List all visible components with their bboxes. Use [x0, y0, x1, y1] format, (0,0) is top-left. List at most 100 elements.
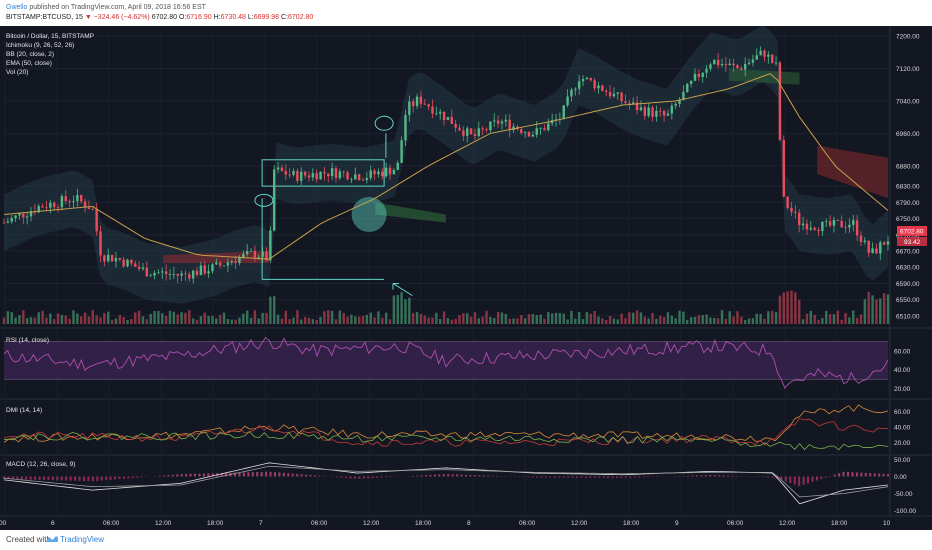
author-link[interactable]: Gwello — [6, 4, 28, 11]
chart-canvas[interactable]: 7200.007120.007040.006960.006880.006830.… — [0, 26, 932, 530]
candle-body — [740, 68, 743, 70]
macd-histogram-bar — [74, 476, 77, 481]
volume-bar — [782, 292, 785, 324]
candle-body — [230, 261, 233, 263]
candle-body — [840, 220, 843, 228]
volume-bar — [161, 313, 164, 324]
volume-bar — [458, 315, 461, 324]
tradingview-brand[interactable]: TradingView — [60, 535, 105, 544]
macd-histogram-bar — [91, 476, 94, 482]
volume-bar — [230, 319, 233, 324]
candle-body — [713, 60, 716, 65]
macd-histogram-bar — [7, 476, 10, 479]
volume-bar — [705, 314, 708, 324]
chart-background — [0, 26, 932, 530]
candle-body — [531, 134, 535, 137]
volume-bar — [674, 318, 677, 324]
candle-body — [585, 77, 589, 80]
candle-body — [882, 242, 886, 245]
volume-bar — [662, 317, 666, 324]
volume-bar — [176, 314, 179, 324]
candle-body — [357, 174, 361, 180]
candle-body — [581, 79, 585, 82]
volume-bar — [207, 316, 210, 324]
volume-bar — [280, 318, 284, 324]
candle-body — [369, 170, 372, 179]
macd-histogram-bar — [42, 476, 45, 480]
volume-bar — [257, 318, 260, 324]
macd-histogram-bar — [349, 476, 352, 479]
candle-body — [747, 62, 751, 64]
candle-body — [863, 240, 867, 242]
volume-bar — [6, 311, 10, 324]
macd-histogram-bar — [194, 473, 197, 477]
macd-histogram-bar — [571, 476, 574, 478]
macd-histogram-bar — [527, 476, 530, 478]
macd-histogram-bar — [567, 476, 570, 478]
volume-bar — [137, 310, 141, 324]
volume-bar — [763, 318, 766, 324]
candle-body — [608, 91, 612, 97]
macd-histogram-bar — [38, 476, 41, 480]
candle-body — [126, 259, 129, 267]
candle-body — [859, 235, 863, 242]
volume-bar — [531, 313, 535, 324]
candle-body — [852, 220, 855, 225]
volume-bar — [821, 317, 824, 324]
volume-bar — [253, 310, 257, 324]
dmi-pane-title: DMI (14, 14) — [6, 407, 42, 414]
candle-body — [49, 202, 52, 208]
candle-body — [384, 167, 388, 177]
rsi-tick-label: 20.00 — [894, 386, 911, 393]
volume-bar — [832, 314, 836, 324]
volume-bar — [682, 311, 685, 324]
volume-bar — [292, 317, 295, 324]
macd-histogram-bar — [780, 476, 783, 481]
candle-body — [415, 96, 419, 107]
volume-bar — [716, 318, 720, 324]
candle-body — [435, 113, 438, 115]
volume-bar — [581, 319, 585, 324]
macd-histogram-bar — [51, 476, 54, 481]
volume-bar — [49, 313, 52, 324]
candle-body — [678, 100, 681, 104]
main-pane-title: Bitcoin / Dollar, 15, BITSTAMP — [6, 33, 94, 40]
macd-histogram-bar — [687, 475, 690, 477]
volume-bar — [284, 310, 287, 324]
candle-body — [60, 196, 64, 208]
macd-histogram-bar — [633, 476, 636, 478]
price-tick-label: 6790.00 — [896, 200, 920, 207]
change-value: ▼ −324.46 (−4.62%) — [84, 14, 150, 21]
candle-body — [273, 169, 276, 231]
macd-histogram-bar — [878, 473, 881, 477]
macd-histogram-bar — [447, 474, 450, 477]
time-tick-label: 06:00 — [311, 520, 328, 527]
candle-body — [161, 271, 164, 273]
macd-histogram-bar — [478, 475, 481, 477]
volume-bar — [261, 312, 264, 324]
candle-body — [400, 140, 403, 163]
candle-body — [408, 101, 411, 115]
volume-bar — [828, 314, 832, 324]
macd-histogram-bar — [584, 476, 587, 478]
volume-bar — [369, 312, 372, 324]
volume-bar — [747, 318, 751, 324]
volume-bar — [435, 312, 438, 324]
candle-body — [215, 262, 218, 265]
volume-bar — [825, 310, 828, 324]
dmi-tick-label: 60.00 — [894, 409, 911, 416]
candle-body — [396, 162, 399, 170]
volume-bar — [701, 315, 704, 324]
candle-body — [41, 206, 44, 208]
volume-bar — [80, 316, 83, 324]
candle-body — [798, 212, 801, 226]
macd-histogram-bar — [771, 476, 774, 478]
volume-bar — [643, 316, 647, 324]
candle-body — [466, 128, 469, 136]
rsi-pane-title: RSI (14, close) — [6, 337, 49, 344]
candle-body — [411, 101, 415, 107]
volume-bar — [566, 319, 569, 324]
candle-body — [828, 221, 832, 226]
candle-body — [303, 171, 307, 176]
volume-bar — [882, 293, 886, 324]
